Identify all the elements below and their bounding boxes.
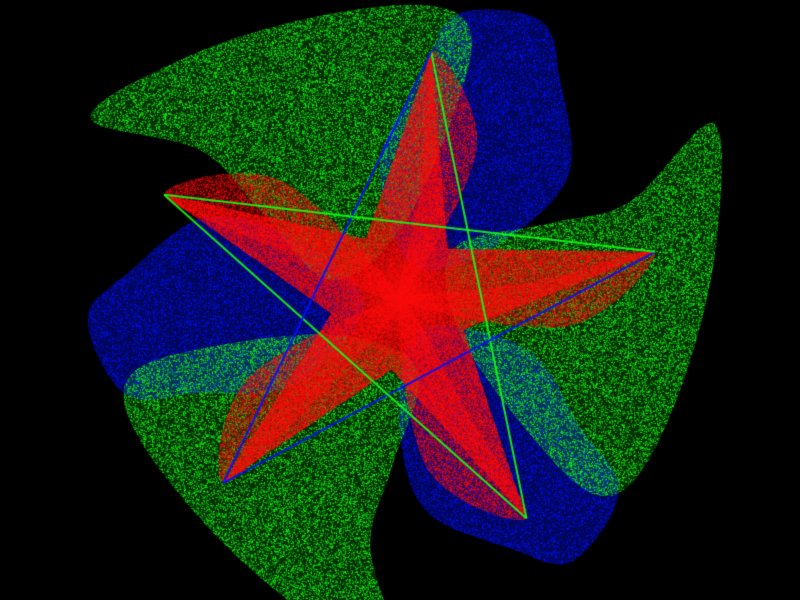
- fractal-artwork: [0, 0, 800, 600]
- artwork-canvas-area: [0, 0, 800, 600]
